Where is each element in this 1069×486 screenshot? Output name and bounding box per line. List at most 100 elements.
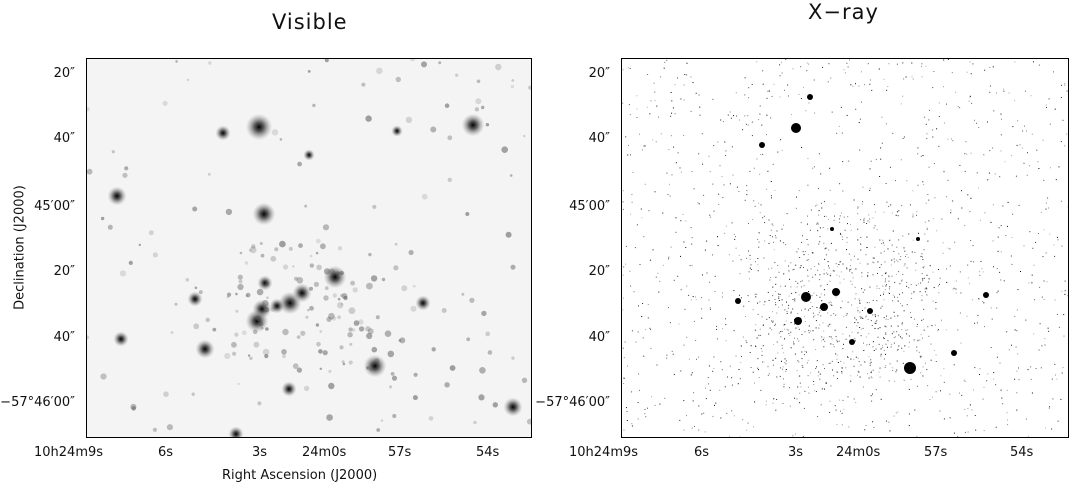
xray-photon-1181 bbox=[776, 230, 778, 232]
xray-photon-394 bbox=[772, 163, 774, 165]
xray-photon-789 bbox=[897, 215, 899, 217]
xray-source-10 bbox=[849, 339, 855, 345]
visible-star-faint-90 bbox=[374, 358, 380, 364]
xray-photon-1145 bbox=[699, 114, 701, 116]
visible-star-faint-3 bbox=[395, 76, 401, 83]
xray-photon-1717 bbox=[731, 377, 733, 379]
xray-photon-1185 bbox=[831, 338, 833, 340]
xray-photon-1371 bbox=[976, 172, 978, 174]
visible-star-faint-81 bbox=[401, 285, 408, 292]
visible-star-faint-142 bbox=[336, 271, 340, 275]
xray-photon-583 bbox=[895, 214, 897, 216]
xray-photon-1383 bbox=[813, 339, 815, 341]
xray-photon-1316 bbox=[794, 397, 796, 399]
xray-photon-253 bbox=[918, 283, 919, 285]
xray-photon-559 bbox=[789, 387, 790, 389]
xray-photon-1255 bbox=[861, 101, 862, 103]
xray-photon-247 bbox=[1016, 409, 1018, 411]
xray-photon-189 bbox=[813, 384, 815, 385]
xray-photon-1245 bbox=[819, 227, 821, 229]
xray-photon-601 bbox=[945, 329, 947, 331]
xray-photon-788 bbox=[842, 399, 844, 401]
right-x-tick-6: 54s bbox=[1010, 445, 1034, 460]
visible-star-faint-195 bbox=[461, 292, 465, 296]
visible-star-faint-92 bbox=[212, 327, 217, 332]
visible-star-faint-84 bbox=[283, 264, 289, 270]
visible-star-faint-42 bbox=[248, 248, 252, 252]
xray-photon-1295 bbox=[749, 258, 751, 260]
xray-photon-707 bbox=[890, 204, 892, 206]
xray-photon-1171 bbox=[933, 287, 935, 289]
xray-photon-235 bbox=[964, 408, 966, 410]
panel-title-visible: Visible bbox=[272, 10, 348, 34]
xray-photon-113 bbox=[859, 262, 861, 264]
xray-photon-1358 bbox=[747, 115, 749, 117]
xray-photon-324 bbox=[878, 288, 880, 289]
right-y-tick-5: 40″ bbox=[588, 330, 610, 345]
xray-photon-1363 bbox=[883, 337, 885, 339]
xray-photon-6 bbox=[908, 388, 910, 390]
xray-photon-841 bbox=[699, 106, 701, 108]
xray-photon-1659 bbox=[771, 267, 773, 269]
xray-photon-1454 bbox=[717, 245, 719, 247]
xray-photon-1312 bbox=[1027, 436, 1029, 437]
xray-photon-1507 bbox=[780, 367, 781, 369]
xray-photon-1594 bbox=[686, 415, 687, 417]
visible-star-faint-35 bbox=[428, 416, 434, 421]
xray-photon-284 bbox=[675, 217, 677, 219]
xray-photon-1314 bbox=[818, 327, 820, 329]
xray-photon-275 bbox=[684, 74, 686, 75]
xray-photon-1641 bbox=[917, 184, 919, 186]
xray-photon-1287 bbox=[769, 279, 771, 281]
xray-photon-1188 bbox=[912, 239, 914, 241]
xray-photon-621 bbox=[840, 271, 842, 273]
xray-photon-1559 bbox=[781, 344, 783, 346]
xray-photon-1377 bbox=[747, 295, 749, 297]
xray-photon-336 bbox=[625, 263, 627, 265]
xray-photon-146 bbox=[896, 63, 898, 65]
visible-star-faint-167 bbox=[358, 326, 365, 332]
xray-photon-717 bbox=[804, 331, 806, 333]
xray-photon-1147 bbox=[1000, 225, 1002, 227]
xray-photon-185 bbox=[808, 102, 810, 104]
xray-photon-293 bbox=[796, 398, 798, 400]
xray-photon-1174 bbox=[864, 289, 866, 291]
xray-photon-136 bbox=[807, 244, 809, 246]
visible-star-bright-3 bbox=[107, 186, 127, 206]
xray-photon-1597 bbox=[1064, 293, 1066, 295]
xray-photon-829 bbox=[984, 326, 985, 328]
xray-photon-626 bbox=[855, 356, 857, 358]
visible-star-faint-88 bbox=[253, 341, 260, 348]
xray-photon-1225 bbox=[811, 295, 813, 297]
xray-photon-661 bbox=[778, 332, 780, 334]
xray-photon-1793 bbox=[900, 280, 902, 282]
xray-photon-1745 bbox=[921, 295, 923, 297]
visible-star-faint-180 bbox=[237, 382, 240, 386]
xray-photon-1684 bbox=[735, 236, 736, 238]
xray-photon-1571 bbox=[911, 293, 913, 295]
xray-photon-1146 bbox=[755, 345, 757, 347]
xray-photon-1 bbox=[830, 273, 832, 275]
xray-photon-93 bbox=[992, 204, 994, 206]
xray-photon-331 bbox=[877, 261, 879, 263]
visible-star-faint-202 bbox=[398, 339, 402, 342]
xray-photon-872 bbox=[742, 336, 744, 338]
xray-photon-460 bbox=[712, 415, 714, 417]
xray-photon-1728 bbox=[748, 271, 750, 273]
visible-star-faint-224 bbox=[318, 349, 323, 354]
xray-photon-106 bbox=[928, 199, 930, 201]
xray-photon-666 bbox=[922, 280, 924, 282]
xray-photon-495 bbox=[829, 362, 831, 364]
xray-photon-208 bbox=[688, 294, 690, 296]
xray-photon-1489 bbox=[877, 328, 879, 330]
xray-photon-48 bbox=[1001, 397, 1003, 399]
xray-photon-16 bbox=[888, 63, 890, 65]
xray-photon-764 bbox=[814, 274, 816, 276]
xray-photon-1788 bbox=[861, 310, 863, 311]
xray-photon-1011 bbox=[1017, 289, 1019, 291]
xray-photon-778 bbox=[862, 186, 864, 188]
xray-photon-1186 bbox=[862, 318, 864, 319]
xray-photon-1654 bbox=[869, 189, 871, 191]
xray-photon-904 bbox=[749, 267, 751, 269]
xray-photon-1585 bbox=[830, 336, 832, 338]
